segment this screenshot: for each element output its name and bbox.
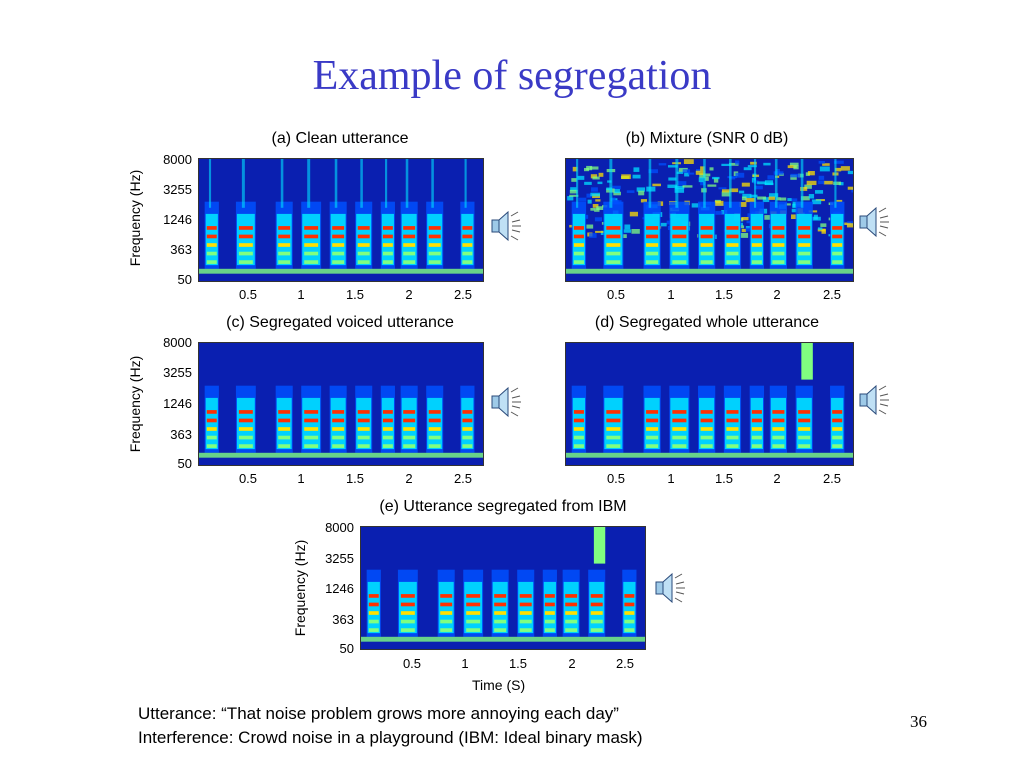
panel-e-xtick-2.5: 2.5	[615, 656, 635, 671]
panel-a-ylabel: Frequency (Hz)	[127, 169, 143, 267]
panel-e-ytick-8000: 8000	[325, 520, 354, 535]
caption-interference: Interference: Crowd noise in a playgroun…	[138, 728, 643, 747]
panel-d-speaker-icon[interactable]	[852, 380, 892, 420]
panel-d-spectrogram	[565, 342, 854, 466]
panel-c-ytick-3255: 3255	[163, 365, 192, 380]
panel-a-ytick-50: 50	[177, 272, 192, 287]
panel-a-xtick-2.5: 2.5	[453, 287, 473, 302]
panel-e-ytick-50: 50	[339, 641, 354, 656]
panel-a-spectrogram	[198, 158, 484, 282]
panel-e-xtick-0.5: 0.5	[402, 656, 422, 671]
panel-a-xtick-0.5: 0.5	[238, 287, 258, 302]
page-number: 36	[910, 712, 927, 731]
panel-e-xlabel: Time (S)	[472, 677, 526, 693]
panel-d-title: (d) Segregated whole utterance	[594, 314, 820, 331]
panel-c-xtick-2: 2	[405, 471, 413, 486]
panel-d-xtick-2.5: 2.5	[822, 471, 842, 486]
panel-e-ytick-363: 363	[332, 612, 354, 627]
panel-d-xtick-1: 1	[667, 471, 675, 486]
panel-a-xtick-1.5: 1.5	[345, 287, 365, 302]
panel-d-xtick-0.5: 0.5	[606, 471, 626, 486]
panel-e-ytick-1246: 1246	[325, 581, 354, 596]
panel-e-xtick-2: 2	[568, 656, 576, 671]
panel-a-ytick-8000: 8000	[163, 152, 192, 167]
panel-c-xtick-1: 1	[297, 471, 305, 486]
panel-c-ylabel: Frequency (Hz)	[127, 355, 143, 453]
panel-e-xtick-1: 1	[461, 656, 469, 671]
panel-b-title: (b) Mixture (SNR 0 dB)	[625, 130, 789, 147]
panel-c-xtick-0.5: 0.5	[238, 471, 258, 486]
panel-c-ytick-1246: 1246	[163, 396, 192, 411]
panel-b-xtick-1.5: 1.5	[714, 287, 734, 302]
panel-b-speaker-icon[interactable]	[852, 202, 892, 242]
panel-c-title: (c) Segregated voiced utterance	[226, 314, 454, 331]
panel-e-xtick-1.5: 1.5	[508, 656, 528, 671]
panel-a-ytick-3255: 3255	[163, 182, 192, 197]
panel-e-ytick-3255: 3255	[325, 551, 354, 566]
panel-c-xtick-1.5: 1.5	[345, 471, 365, 486]
panel-e-speaker-icon[interactable]	[648, 568, 688, 608]
panel-c-spectrogram	[198, 342, 484, 466]
panel-e-spectrogram	[360, 526, 646, 650]
panel-a-xtick-2: 2	[405, 287, 413, 302]
panel-a-ytick-363: 363	[170, 242, 192, 257]
panel-c-ytick-8000: 8000	[163, 335, 192, 350]
panel-c-xtick-2.5: 2.5	[453, 471, 473, 486]
panel-e-ylabel: Frequency (Hz)	[292, 539, 308, 637]
panel-c-speaker-icon[interactable]	[484, 382, 524, 422]
panel-d-xtick-2: 2	[773, 471, 781, 486]
panel-b-xtick-1: 1	[667, 287, 675, 302]
panel-b-xtick-0.5: 0.5	[606, 287, 626, 302]
panel-c-ytick-363: 363	[170, 427, 192, 442]
panel-a-speaker-icon[interactable]	[484, 206, 524, 246]
panel-e-title: (e) Utterance segregated from IBM	[379, 498, 627, 515]
panel-b-xtick-2: 2	[773, 287, 781, 302]
panel-b-spectrogram	[565, 158, 854, 282]
panel-d-xtick-1.5: 1.5	[714, 471, 734, 486]
panel-a-xtick-1: 1	[297, 287, 305, 302]
panel-a-title: (a) Clean utterance	[271, 130, 409, 147]
panel-c-ytick-50: 50	[177, 456, 192, 471]
caption-utterance: Utterance: “That noise problem grows mor…	[138, 704, 619, 723]
slide-title: Example of segregation	[312, 53, 712, 99]
panel-b-xtick-2.5: 2.5	[822, 287, 842, 302]
panel-a-ytick-1246: 1246	[163, 212, 192, 227]
